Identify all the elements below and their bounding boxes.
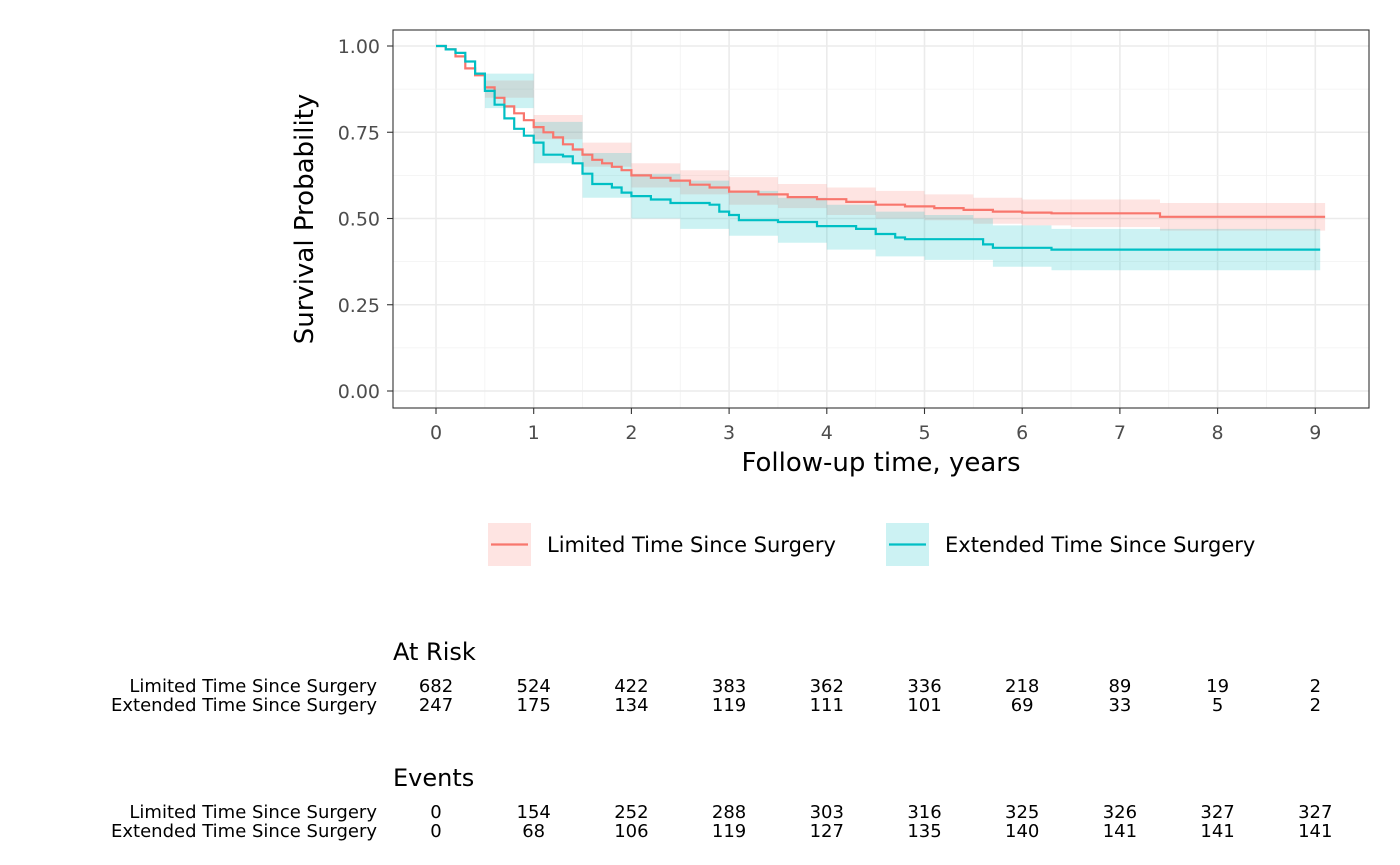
confidence-bands [436, 46, 1326, 271]
table-cell: 154 [517, 802, 551, 823]
y-tick-label: 0.00 [338, 381, 380, 403]
table-cell: 135 [907, 821, 941, 842]
table-cell: 383 [712, 676, 746, 697]
table-cell: 326 [1103, 802, 1137, 823]
table-cell: 33 [1108, 695, 1131, 716]
table-cell: 175 [517, 695, 551, 716]
table-cell: 524 [517, 676, 551, 697]
table-cell: 101 [907, 695, 941, 716]
x-tick-label: 6 [1016, 422, 1028, 444]
table-cell: 2 [1310, 695, 1321, 716]
y-axis: 0.00 0.25 0.50 0.75 1.00 [338, 36, 393, 403]
legend: Limited Time Since Surgery Extended Time … [488, 523, 1255, 566]
table-cell: 0 [430, 821, 441, 842]
x-tick-label: 4 [821, 422, 833, 444]
confidence-band [436, 46, 1321, 271]
x-tick-label: 5 [918, 422, 930, 444]
table-cell: 119 [712, 821, 746, 842]
table-cell: 141 [1103, 821, 1137, 842]
table-cell: 141 [1298, 821, 1332, 842]
y-tick-label: 0.75 [338, 122, 380, 144]
x-tick-label: 7 [1114, 422, 1126, 444]
table-cell: 316 [907, 802, 941, 823]
table-cell: 327 [1200, 802, 1234, 823]
survival-curves [436, 44, 1326, 251]
table-cell: 0 [430, 802, 441, 823]
table-cell: 252 [614, 802, 648, 823]
table-cell: 288 [712, 802, 746, 823]
table-cell: 127 [810, 821, 844, 842]
y-axis-label: Survival Probability [290, 94, 320, 345]
at-risk-title: At Risk [393, 638, 476, 666]
x-tick-label: 1 [528, 422, 540, 444]
table-cell: 68 [522, 821, 545, 842]
survival-curve [436, 44, 1321, 251]
table-cell: 134 [614, 695, 648, 716]
table-cell: 111 [810, 695, 844, 716]
survival-curve [436, 44, 1326, 218]
x-tick-label: 8 [1212, 422, 1224, 444]
at-risk-table: Limited Time Since Surgery 682 524 422 383 36… [111, 676, 1321, 716]
table-cell: 69 [1011, 695, 1034, 716]
y-tick-label: 0.50 [338, 209, 380, 231]
table-cell: 422 [614, 676, 648, 697]
table-cell: 5 [1212, 695, 1223, 716]
plot-panel [392, 29, 1370, 409]
table-row-label: Limited Time Since Surgery [129, 802, 377, 823]
table-cell: 140 [1005, 821, 1039, 842]
y-tick-label: 0.25 [338, 295, 380, 317]
table-cell: 325 [1005, 802, 1039, 823]
table-cell: 106 [614, 821, 648, 842]
x-tick-label: 0 [430, 422, 442, 444]
legend-label: Extended Time Since Surgery [945, 533, 1255, 557]
table-cell: 336 [907, 676, 941, 697]
x-tick-label: 2 [625, 422, 637, 444]
table-cell: 141 [1200, 821, 1234, 842]
legend-label: Limited Time Since Surgery [547, 533, 836, 557]
table-cell: 303 [810, 802, 844, 823]
table-cell: 19 [1206, 676, 1229, 697]
grid-lines [393, 30, 1369, 408]
table-cell: 247 [419, 695, 453, 716]
table-cell: 218 [1005, 676, 1039, 697]
table-row-label: Extended Time Since Surgery [111, 695, 377, 716]
table-cell: 682 [419, 676, 453, 697]
table-row-label: Limited Time Since Surgery [129, 676, 377, 697]
x-tick-label: 9 [1309, 422, 1321, 444]
x-tick-label: 3 [723, 422, 735, 444]
table-cell: 327 [1298, 802, 1332, 823]
events-title: Events [393, 764, 474, 792]
table-cell: 2 [1310, 676, 1321, 697]
y-tick-label: 1.00 [338, 36, 380, 58]
x-axis: 0 1 2 3 4 5 6 7 8 9 [430, 408, 1321, 444]
table-row-label: Extended Time Since Surgery [111, 821, 377, 842]
events-table: Limited Time Since Surgery 0 154 252 288 303 3… [111, 802, 1332, 842]
table-cell: 119 [712, 695, 746, 716]
table-cell: 362 [810, 676, 844, 697]
table-cell: 89 [1108, 676, 1131, 697]
x-axis-label: Follow-up time, years [741, 448, 1020, 478]
confidence-band [436, 46, 1326, 231]
